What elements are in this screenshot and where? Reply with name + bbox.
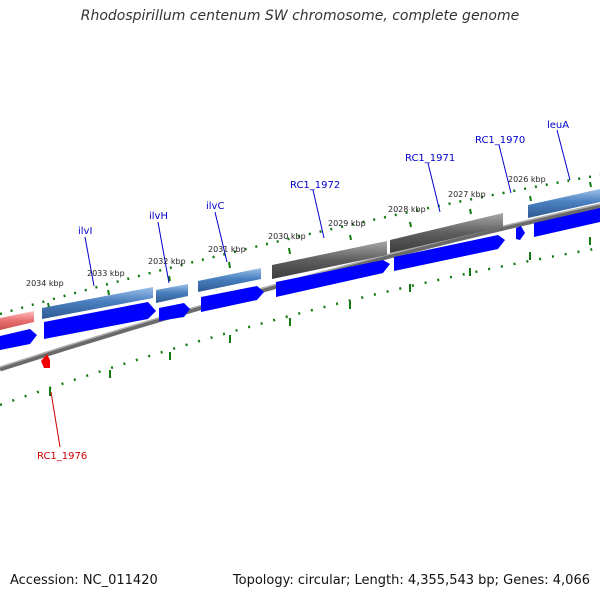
cds-arrow — [201, 286, 264, 312]
cds-arrow — [44, 302, 156, 339]
kbp-label: 2034 kbp — [26, 279, 64, 288]
cds-features[interactable] — [0, 208, 600, 350]
kbp-label: 2032 kbp — [148, 257, 186, 266]
cds-arrow — [0, 329, 37, 350]
cds-arrow — [276, 260, 390, 297]
outer-scale-ticks — [0, 173, 600, 316]
kbp-label: 2029 kbp — [328, 219, 366, 228]
gene-name-labels[interactable]: ilvI ilvH ilvC RC1_1972 RC1_1971 RC1_197… — [37, 120, 569, 462]
gene-features[interactable] — [0, 189, 600, 330]
topology-text: Topology: circular; Length: 4,355,543 bp… — [232, 573, 590, 588]
gene-bar-RC1_1972 — [272, 241, 387, 279]
gene-label-ilvH: ilvH — [149, 211, 168, 222]
gene-bar-pink — [0, 311, 34, 330]
kbp-label: 2031 kbp — [208, 245, 246, 254]
inner-scale-ticks — [0, 246, 600, 407]
gene-label-RC1_1972: RC1_1972 — [290, 180, 340, 191]
gene-bar-ilvC — [198, 268, 261, 292]
gene-label-RC1_1971: RC1_1971 — [405, 153, 455, 164]
kbp-labels: 2034 kbp 2033 kbp 2032 kbp 2031 kbp 2030… — [26, 175, 546, 288]
cds-arrow-small — [516, 226, 525, 240]
gene-bar-RC1_1971 — [390, 213, 503, 253]
gene-label-ilvI: ilvI — [78, 226, 92, 237]
gene-label-ilvC: ilvC — [206, 201, 224, 212]
gene-label-RC1_1970: RC1_1970 — [475, 135, 525, 146]
cds-arrow — [534, 208, 600, 237]
gene-label-RC1_1976: RC1_1976 — [37, 451, 87, 462]
gene-bar-ilvH — [156, 284, 188, 303]
kbp-label: 2030 kbp — [268, 232, 306, 241]
kbp-label: 2027 kbp — [448, 190, 486, 199]
reverse-feature-RC1_1976[interactable] — [41, 354, 50, 368]
kbp-label: 2028 kbp — [388, 205, 426, 214]
cds-arrow — [159, 303, 190, 321]
accession-text: Accession: NC_011420 — [10, 573, 158, 588]
gene-bar-ilvI — [42, 287, 153, 319]
gene-bar-leuA — [528, 189, 600, 218]
kbp-label: 2033 kbp — [87, 269, 125, 278]
label-leaders — [50, 129, 571, 448]
gene-label-leuA: leuA — [547, 120, 569, 131]
outer-scale-major-ticks — [47, 181, 592, 309]
map-title: Rhodospirillum centenum SW chromosome, c… — [80, 8, 520, 24]
kbp-label: 2026 kbp — [508, 175, 546, 184]
cds-arrow — [394, 235, 505, 271]
inner-scale-major-ticks — [49, 237, 591, 396]
